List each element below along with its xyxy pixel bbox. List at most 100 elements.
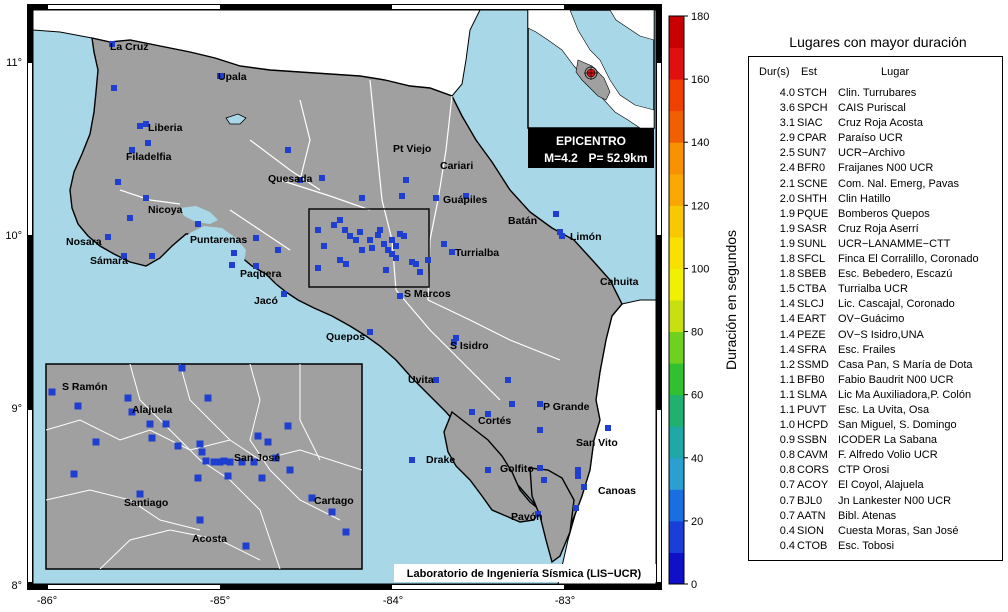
- colorbar-tick-label: 180: [691, 11, 709, 23]
- gulf-inner: [180, 206, 218, 224]
- station-marker: [319, 175, 325, 181]
- city-label: Filadelfia: [126, 151, 172, 163]
- station-marker: [297, 177, 303, 183]
- row-place: San Miguel, S. Domingo: [838, 419, 957, 432]
- y-tick: 8°: [11, 580, 22, 592]
- row-station: SUN7: [797, 147, 827, 160]
- station-marker: [389, 237, 395, 243]
- city-label: S Isidro: [450, 340, 489, 352]
- table-row: 1.1 BFB0 Fabio Baudrit N00 UCR: [749, 374, 1002, 389]
- inset-city-label: Santiago: [124, 497, 168, 509]
- row-place: Cruz Roja Acosta: [838, 117, 923, 130]
- station-marker: [463, 193, 469, 199]
- station-marker: [315, 227, 321, 233]
- table-row: 2.1 SCNE Com. Nal. Emerg, Pavas: [749, 178, 1002, 193]
- row-station: SPCH: [797, 102, 828, 115]
- city-label: Quesada: [268, 173, 313, 185]
- row-station: CORS: [797, 464, 829, 477]
- row-duration: 2.9: [779, 132, 795, 145]
- table-title: Lugares con mayor duración: [789, 34, 967, 50]
- table-row: 3.6 SPCH CAIS Puriscal: [749, 102, 1002, 117]
- station-marker: [174, 442, 182, 450]
- row-duration: 1.9: [779, 237, 795, 250]
- city-label: Jacó: [254, 295, 278, 307]
- row-station: SLMA: [797, 388, 827, 401]
- station-marker: [124, 394, 132, 402]
- city-label: P Grande: [543, 401, 590, 413]
- row-duration: 1.1: [779, 373, 795, 386]
- epicenter-depth: P= 52.9km: [588, 151, 647, 165]
- inset-map: S Ramón Alajuela San José Santiago Cartago Ac…: [45, 363, 363, 570]
- row-station: SSMD: [797, 358, 829, 371]
- epicenter-magnitude: M=4.2: [544, 151, 578, 165]
- station-marker: [337, 257, 343, 263]
- row-place: UCR−LANAMME−CTT: [838, 237, 951, 250]
- station-marker: [127, 215, 133, 221]
- colorbar-tick-label: 160: [691, 74, 709, 86]
- station-marker: [537, 465, 543, 471]
- row-station: SSBN: [797, 434, 827, 447]
- station-marker: [575, 467, 581, 473]
- station-marker: [128, 408, 136, 416]
- station-marker: [575, 473, 581, 479]
- header-est: Est: [801, 66, 817, 78]
- zoom-area-box: [308, 208, 430, 288]
- header-lugar: Lugar: [881, 66, 910, 78]
- row-place: Esc. La Uvita, Osa: [838, 403, 930, 416]
- row-place: OV−Guácimo: [838, 313, 905, 326]
- table-row: 1.4 SFRA Esc. Frailes: [749, 344, 1002, 359]
- station-marker: [331, 222, 337, 228]
- row-duration: 1.4: [779, 328, 795, 341]
- colorbar-band: [669, 394, 684, 427]
- station-marker: [509, 401, 515, 407]
- station-marker: [48, 388, 56, 396]
- station-marker: [148, 434, 156, 442]
- station-marker: [275, 247, 281, 253]
- city-label: Batán: [508, 215, 537, 227]
- table-row: 4.0 STCH Clin. Turrubares: [749, 87, 1002, 102]
- lake-arenal: [225, 113, 247, 125]
- y-tick: 11°: [6, 57, 22, 69]
- station-marker: [217, 73, 223, 79]
- station-marker: [369, 245, 375, 251]
- row-place: Cuesta Moras, San José: [838, 524, 959, 537]
- locator-costa-rica: [575, 59, 611, 101]
- station-marker: [535, 511, 541, 517]
- station-marker: [74, 402, 82, 410]
- row-place: Cruz Roja Aserrí: [838, 222, 919, 235]
- station-marker: [485, 467, 491, 473]
- station-marker: [553, 211, 559, 217]
- station-marker: [178, 364, 186, 372]
- colorbar-title: Duración en segundos: [723, 230, 739, 370]
- x-tick: -86°: [37, 595, 57, 607]
- colorbar-band: [669, 300, 684, 333]
- row-station: SASR: [797, 222, 827, 235]
- city-label: Limón: [570, 231, 602, 243]
- row-place: CAIS Puriscal: [838, 102, 906, 115]
- row-duration: 1.1: [779, 388, 795, 401]
- table-row: 0.4 CTOB Esc. Tobosi: [749, 540, 1002, 555]
- city-label: Nosara: [66, 236, 102, 248]
- table-rows: 4.0 STCH Clin. Turrubares 3.6 SPCH CAIS Puris…: [749, 87, 1002, 555]
- x-tick: -83°: [555, 595, 575, 607]
- inset-city-labels: S Ramón Alajuela San José Santiago Cartago Ac…: [62, 381, 354, 545]
- table-row: 1.0 HCPD San Miguel, S. Domingo: [749, 419, 1002, 434]
- station-marker: [149, 253, 155, 259]
- table-row: 1.8 SFCL Finca El Corralillo, Coronado: [749, 253, 1002, 268]
- locator-map: [527, 9, 655, 129]
- station-marker: [581, 484, 587, 490]
- row-place: Lic. Cascajal, Coronado: [838, 298, 955, 311]
- colorbar-band: [669, 79, 684, 112]
- row-station: BFR0: [797, 162, 826, 175]
- station-marker: [381, 241, 387, 247]
- table-row: 2.9 CPAR Paraíso UCR: [749, 132, 1002, 147]
- table-row: 2.0 SHTH Clin Hatillo: [749, 193, 1002, 208]
- row-station: SION: [797, 524, 824, 537]
- credit-box: Laboratorio de Ingeniería Sísmica (LIS−U…: [394, 564, 656, 582]
- colorbar-band: [669, 268, 684, 301]
- row-duration: 1.5: [779, 283, 795, 296]
- row-station: SLCJ: [797, 298, 824, 311]
- station-marker: [129, 147, 135, 153]
- station-marker: [285, 147, 291, 153]
